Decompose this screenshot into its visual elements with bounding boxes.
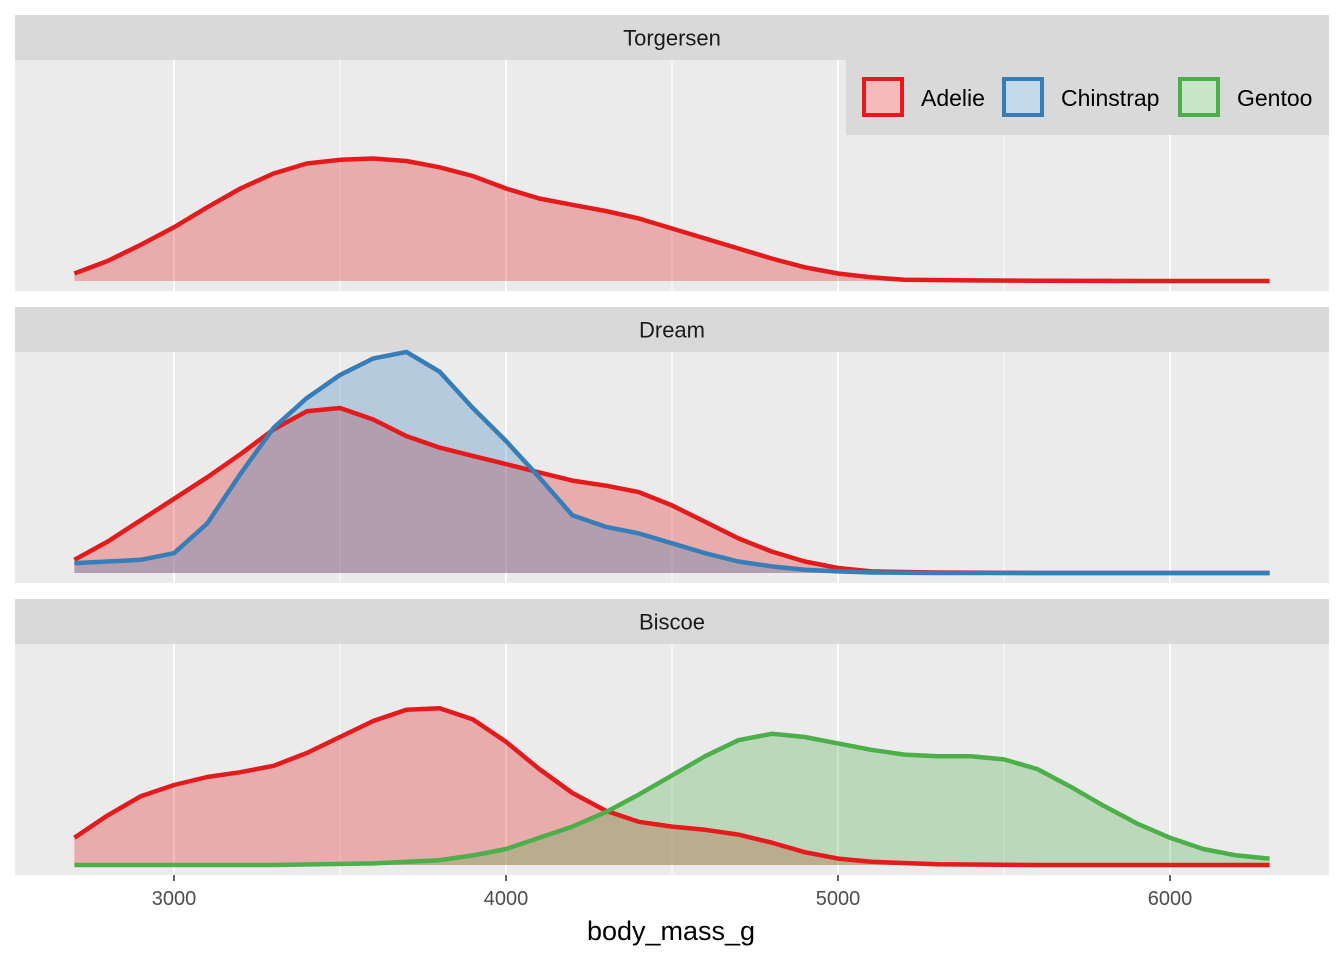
density-area-fill — [74, 708, 1270, 865]
legend-key — [1002, 77, 1044, 117]
legend-key-background — [1178, 77, 1220, 117]
legend-label: Chinstrap — [1061, 85, 1159, 111]
facet-strip-label: Dream — [639, 318, 705, 343]
density-area-fill — [74, 351, 1270, 573]
legend-key — [1178, 77, 1220, 117]
facet-panel: Torgersen — [15, 15, 1329, 291]
x-tick-label: 4000 — [484, 888, 529, 910]
legend-label: Adelie — [921, 85, 985, 111]
x-tick-label: 6000 — [1148, 888, 1193, 910]
facet-panel: Biscoe — [15, 599, 1329, 875]
density-line — [74, 349, 1270, 576]
legend-key-background — [862, 77, 904, 117]
legend-background — [846, 60, 1329, 135]
density-area-fill — [74, 158, 1270, 281]
facet-strip-label: Biscoe — [639, 610, 705, 635]
facet-strip — [15, 599, 1329, 644]
x-tick-label: 5000 — [816, 888, 861, 910]
facet-strip-label: Torgersen — [623, 26, 721, 51]
legend-label: Gentoo — [1237, 85, 1312, 111]
density-line — [73, 405, 1270, 576]
facet-panels: Torgersen Dream Biscoe — [15, 15, 1329, 875]
legend-key — [862, 77, 904, 117]
facet-panel: Dream — [15, 307, 1329, 583]
x-axis: 3000 4000 5000 6000 — [152, 875, 1193, 910]
legend: Adelie Chinstrap Gentoo — [846, 60, 1329, 135]
facet-strip — [15, 15, 1329, 60]
density-area-fill — [74, 733, 1270, 865]
legend-key-background — [1002, 77, 1044, 117]
facet-strip — [15, 307, 1329, 352]
x-axis-title: body_mass_g — [587, 916, 755, 946]
x-tick-label: 3000 — [152, 888, 197, 910]
density-line — [73, 705, 1270, 868]
density-line — [74, 731, 1270, 868]
density-area-fill — [74, 408, 1270, 573]
density-line — [73, 156, 1270, 284]
